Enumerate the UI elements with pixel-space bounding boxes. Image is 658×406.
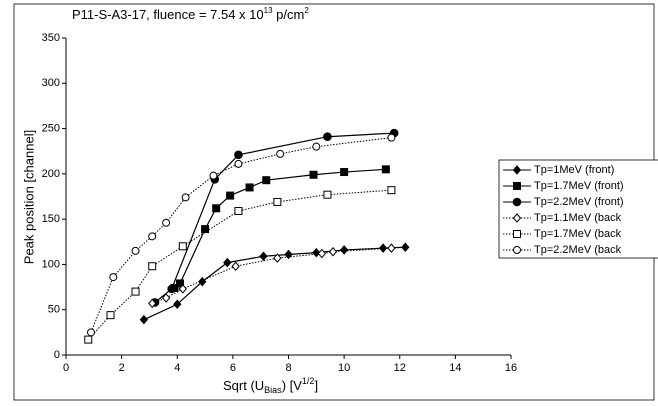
marker — [223, 257, 232, 268]
legend-marker — [512, 197, 522, 207]
y-tick-label: 300 — [42, 77, 60, 89]
marker — [234, 150, 243, 160]
marker — [106, 311, 115, 320]
x-tick-label: 14 — [449, 362, 461, 374]
legend-marker — [513, 230, 521, 238]
marker — [139, 314, 149, 325]
marker — [328, 246, 338, 257]
legend-label: Tp=1.1MeV (back — [534, 212, 622, 224]
x-label-part: ) [V — [282, 378, 303, 393]
marker — [84, 335, 93, 344]
marker — [273, 197, 282, 206]
marker — [87, 328, 96, 337]
x-tick-label: 6 — [230, 362, 236, 374]
x-label-sub: Bias — [264, 385, 282, 395]
marker — [148, 232, 157, 241]
marker — [323, 190, 332, 199]
marker — [231, 261, 240, 271]
marker — [167, 284, 176, 294]
x-tick-label: 2 — [119, 362, 125, 374]
legend-marker — [512, 165, 522, 175]
marker — [387, 243, 396, 253]
y-tick-label: 250 — [42, 122, 60, 134]
series-line — [174, 168, 386, 289]
marker — [378, 243, 388, 253]
marker — [109, 273, 118, 282]
y-tick-label: 100 — [42, 258, 60, 270]
marker — [387, 186, 396, 195]
marker — [178, 242, 187, 251]
legend-marker — [513, 246, 521, 254]
marker — [173, 299, 182, 310]
x-label-part: Sqrt (U — [223, 378, 264, 393]
series-line — [154, 132, 395, 303]
marker — [162, 218, 171, 227]
y-tick-label: 350 — [42, 32, 60, 44]
y-tick-label: 0 — [54, 349, 60, 361]
chart-title: P11-S-A3-17, fluence = 7.54 x 1013 p/cm2 — [72, 6, 309, 22]
x-tick-label: 8 — [285, 362, 291, 374]
marker — [148, 262, 157, 271]
x-tick-label: 4 — [174, 362, 180, 374]
title-part: p/cm — [273, 7, 305, 22]
x-tick-label: 0 — [63, 362, 69, 374]
y-tick-label: 200 — [42, 168, 60, 180]
marker — [276, 149, 285, 158]
series-line — [87, 189, 392, 340]
x-label-sup: 1/2 — [302, 376, 315, 386]
legend-label: Tp=1.7MeV (front) — [534, 180, 624, 192]
marker — [148, 298, 157, 309]
x-tick-label: 16 — [505, 362, 517, 374]
marker — [226, 191, 235, 200]
marker — [273, 253, 282, 263]
marker — [340, 168, 349, 177]
legend-box — [498, 159, 658, 259]
series-line — [90, 137, 392, 333]
marker — [309, 170, 318, 179]
marker — [262, 176, 271, 185]
x-axis-label: Sqrt (UBias) [V1/2] — [223, 376, 318, 395]
legend-label: Tp=2.2MeV (back — [534, 244, 622, 256]
legend-label: Tp=1.7MeV (back — [534, 228, 622, 240]
marker — [161, 293, 171, 303]
marker — [201, 225, 210, 234]
legend-label: Tp=1MeV (front) — [534, 164, 614, 176]
y-axis-label: Peak position [channel] — [21, 130, 36, 264]
marker — [212, 204, 221, 213]
title-sup: 2 — [304, 6, 309, 15]
marker — [381, 165, 390, 174]
marker — [131, 287, 140, 296]
marker — [181, 193, 190, 202]
y-tick-label: 50 — [48, 304, 60, 316]
y-tick-label: 150 — [42, 213, 60, 225]
marker — [131, 246, 140, 255]
marker — [245, 183, 254, 192]
marker — [178, 284, 187, 294]
marker — [339, 245, 349, 255]
legend-label: Tp=2.2MeV (front) — [534, 196, 624, 208]
title-sup: 13 — [264, 6, 273, 15]
marker — [234, 206, 243, 215]
marker — [259, 251, 268, 262]
marker — [312, 142, 321, 151]
marker — [312, 247, 321, 258]
legend-marker — [513, 182, 521, 190]
marker — [176, 279, 185, 288]
marker — [323, 132, 332, 142]
x-label-part: ] — [314, 378, 318, 393]
marker — [234, 159, 243, 168]
x-tick-label: 10 — [338, 362, 350, 374]
title-part: P11-S-A3-17, fluence = 7.54 x 10 — [72, 7, 264, 22]
marker — [401, 242, 410, 252]
legend-marker — [512, 213, 522, 223]
marker — [317, 248, 327, 259]
marker — [284, 249, 293, 260]
x-tick-label: 12 — [394, 362, 406, 374]
marker — [387, 133, 396, 142]
marker — [209, 171, 218, 180]
